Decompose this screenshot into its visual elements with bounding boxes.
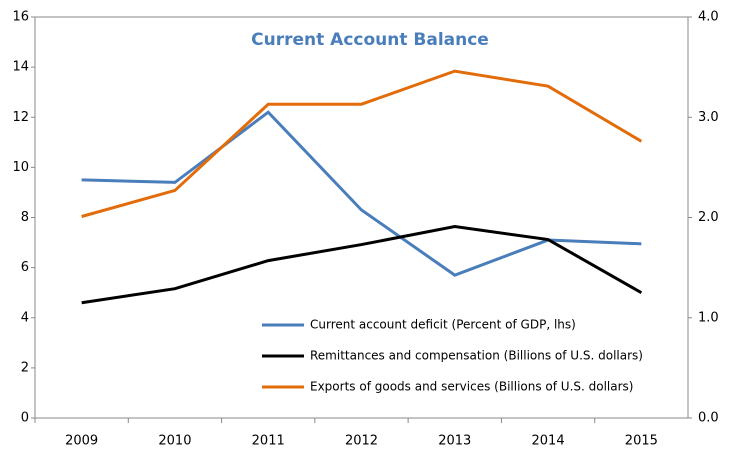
x-tick-label: 2014 (532, 434, 565, 449)
y2-tick-label: 4.0 (698, 10, 719, 25)
series-line (81, 69, 643, 218)
x-tick-label: 2010 (158, 434, 191, 449)
x-tick-label: 2013 (438, 434, 471, 449)
y-tick-label: 12 (12, 110, 29, 125)
y-tick-label: 8 (21, 210, 29, 225)
x-tick-label: 2012 (345, 434, 378, 449)
y2-tick-label: 3.0 (698, 110, 719, 125)
y2-tick-label: 0.0 (698, 411, 719, 426)
y-tick-label: 6 (21, 260, 29, 275)
series-line (81, 225, 643, 305)
y-tick-label: 4 (21, 310, 29, 325)
y-tick-label: 14 (12, 60, 29, 75)
y2-tick-label: 1.0 (698, 310, 719, 325)
y-tick-label: 10 (12, 160, 29, 175)
chart-title: Current Account Balance (251, 30, 489, 50)
y-tick-label: 2 (21, 360, 29, 375)
y-tick-label: 16 (12, 10, 29, 25)
x-tick-label: 2015 (625, 434, 658, 449)
legend-label: Current account deficit (Percent of GDP,… (310, 318, 576, 332)
y2-tick-label: 2.0 (698, 210, 719, 225)
x-tick-label: 2009 (65, 434, 98, 449)
legend-label: Remittances and compensation (Billions o… (310, 349, 643, 363)
x-tick-label: 2011 (252, 434, 285, 449)
legend-label: Exports of goods and services (Billions … (310, 380, 634, 394)
y-tick-label: 0 (21, 411, 29, 426)
